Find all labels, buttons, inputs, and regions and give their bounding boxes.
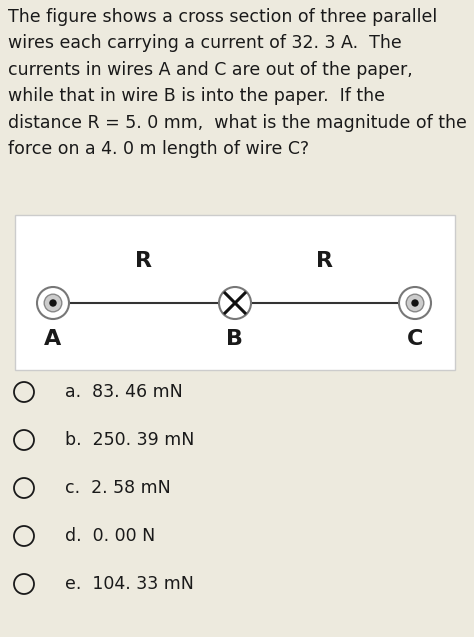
Circle shape bbox=[50, 300, 56, 306]
Text: d.  0. 00 N: d. 0. 00 N bbox=[65, 527, 155, 545]
Text: B: B bbox=[227, 329, 244, 349]
Text: e.  104. 33 mN: e. 104. 33 mN bbox=[65, 575, 194, 593]
Text: A: A bbox=[45, 329, 62, 349]
Bar bbox=[15, 215, 455, 370]
Circle shape bbox=[399, 287, 431, 319]
Circle shape bbox=[219, 287, 251, 319]
Circle shape bbox=[406, 294, 424, 311]
Text: The figure shows a cross section of three parallel
wires each carrying a current: The figure shows a cross section of thre… bbox=[8, 8, 467, 158]
Text: R: R bbox=[136, 251, 153, 271]
Circle shape bbox=[44, 294, 62, 311]
Circle shape bbox=[412, 300, 418, 306]
Text: b.  250. 39 mN: b. 250. 39 mN bbox=[65, 431, 194, 449]
Circle shape bbox=[37, 287, 69, 319]
Text: C: C bbox=[407, 329, 423, 349]
Text: a.  83. 46 mN: a. 83. 46 mN bbox=[65, 383, 183, 401]
Text: R: R bbox=[317, 251, 334, 271]
Text: c.  2. 58 mN: c. 2. 58 mN bbox=[65, 479, 171, 497]
